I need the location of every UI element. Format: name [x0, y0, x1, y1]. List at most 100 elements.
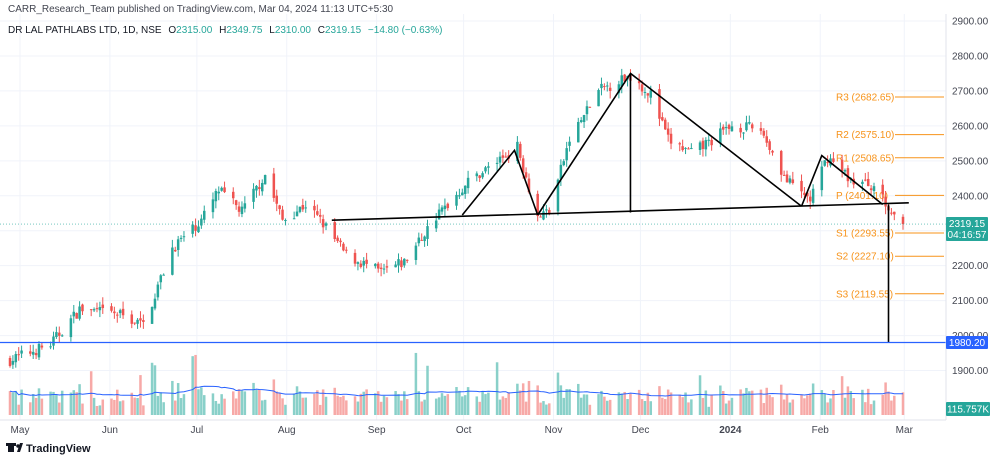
change-value: −14.80 (−0.63%) [368, 25, 443, 36]
volume-bar [130, 392, 134, 415]
volume-bar [782, 399, 786, 415]
volume-bar [237, 389, 241, 415]
candle-body [779, 151, 783, 175]
volume-bar [52, 391, 55, 415]
volume-bar [374, 393, 377, 415]
volume-bar [623, 391, 626, 415]
volume-bar [829, 398, 832, 415]
volume-bar [339, 397, 342, 415]
volume-bar [49, 391, 52, 415]
candle-body [461, 192, 464, 196]
candle-body [113, 311, 116, 314]
candle-body [901, 216, 905, 225]
volume-bar [562, 397, 566, 415]
candle-body [20, 350, 23, 354]
volume-bar [345, 400, 348, 415]
volume-bar [231, 391, 235, 415]
candle-body [223, 187, 226, 193]
volume-bar [95, 405, 99, 415]
volume-bar [521, 383, 525, 415]
volume-bar [278, 392, 281, 415]
volume-bar [606, 400, 609, 415]
volume-bar [31, 394, 35, 415]
volume-bar [690, 399, 693, 415]
price-tick-label: 1900.00 [952, 366, 989, 377]
candle-body [678, 143, 682, 145]
last-price-label: 2319.15 [949, 219, 986, 230]
volume-bar [324, 396, 328, 415]
candle-body [153, 298, 157, 309]
volume-bar [640, 399, 644, 415]
candle-body [142, 320, 145, 322]
volume-bar [806, 395, 809, 415]
price-tick-label: 2600.00 [952, 121, 989, 132]
volume-bar [687, 402, 690, 415]
volume-bar [785, 394, 789, 415]
volume-bar [582, 394, 586, 415]
volume-bar [681, 397, 684, 415]
volume-bar [721, 391, 725, 415]
volume-bar [405, 399, 409, 415]
volume-bar [78, 384, 81, 415]
candle-body [548, 209, 551, 214]
candle-body [637, 81, 641, 84]
candle-body [481, 173, 484, 178]
candle-body [556, 179, 560, 212]
candle-body [376, 263, 380, 269]
volume-bar [362, 391, 365, 415]
volume-bar [272, 379, 276, 415]
candle-body [861, 181, 864, 184]
candle-body [643, 91, 647, 93]
right-shoulder-lines [800, 154, 884, 207]
volume-bar [162, 402, 165, 415]
volume-bar [881, 394, 884, 415]
volume-last-label: 115.757K [947, 405, 989, 416]
volume-bar [118, 401, 122, 415]
candle-body [884, 196, 887, 207]
volume-bar [426, 365, 429, 415]
candle-body [60, 335, 64, 337]
volume-bar [698, 375, 702, 415]
volume-bar [150, 362, 154, 415]
time-axis[interactable]: May Jun Jul Aug Sep Oct Nov Dec 2024 Feb Mar [11, 425, 914, 436]
volume-bar [446, 394, 450, 415]
candle-body [840, 159, 844, 171]
volume-bar [116, 389, 119, 415]
volume-bar [263, 399, 267, 415]
volume-bar [434, 398, 438, 415]
volume-bar [539, 402, 542, 415]
candle-body [240, 206, 244, 215]
price-tick-label: 2400.00 [952, 191, 989, 202]
candle-body [324, 223, 328, 226]
volume-bar [811, 383, 815, 415]
tradingview-logo[interactable]: TradingView [6, 443, 91, 455]
volume-bar [739, 389, 742, 415]
volume-bar [133, 397, 136, 415]
candle-body [214, 190, 218, 202]
volume-bar [832, 390, 835, 415]
price-tick-label: 2800.00 [952, 51, 989, 62]
candle-body [495, 162, 499, 164]
low-value: 2310.00 [275, 25, 312, 36]
candle-body [536, 193, 539, 217]
candle-body [800, 180, 803, 192]
candle-body [545, 209, 548, 211]
volume-bar [353, 396, 357, 415]
candle-body [579, 120, 583, 123]
volume-bar [664, 399, 667, 415]
candle-body [832, 158, 835, 162]
volume-bar [779, 384, 783, 415]
last-price-badge: 2319.15 04:16:57 [946, 217, 988, 242]
volume-bar [255, 389, 258, 415]
volume-bar [275, 391, 278, 415]
candle-body [664, 119, 667, 130]
candle-body [640, 84, 644, 92]
candle-body [577, 121, 580, 143]
volume-bar [643, 400, 647, 415]
time-tick-label: Mar [896, 425, 914, 436]
candle-body [478, 175, 481, 179]
volume-bar [11, 392, 15, 415]
volume-bar [527, 380, 531, 415]
candle-body [203, 210, 206, 220]
